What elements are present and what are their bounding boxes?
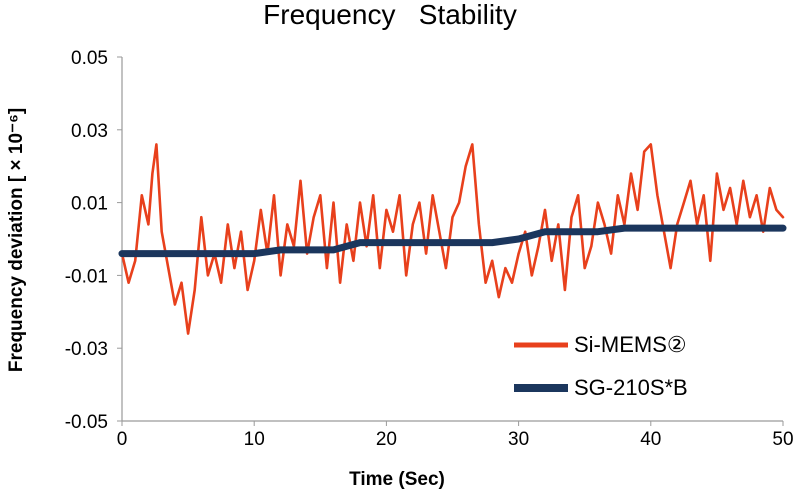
x-axis-title: Time (Sec) [349, 469, 445, 490]
x-tick-label: 30 [508, 429, 529, 450]
y-tick-label: 0.01 [71, 194, 108, 215]
x-tick-label: 40 [640, 429, 661, 450]
legend: Si-MEMS② SG-210S*B [514, 332, 688, 400]
y-tick-label: -0.03 [65, 339, 108, 360]
y-tick-label: -0.05 [65, 412, 108, 433]
series-line-si-mems [120, 143, 785, 335]
y-tick-label: 0.05 [71, 48, 108, 69]
y-axis-title: Frequency deviation [ × 10⁻⁶] [6, 108, 27, 372]
x-tick-label: 0 [117, 429, 128, 450]
series-line-sg-210s [118, 224, 787, 258]
x-tick-label: 20 [376, 429, 397, 450]
plot-area [118, 57, 787, 422]
chart-title: Frequency Stability [263, 0, 517, 30]
legend-label-si-mems: Si-MEMS② [574, 332, 687, 357]
y-tick-label: -0.01 [65, 266, 108, 287]
x-tick-label: 50 [772, 429, 793, 450]
y-axis-ticks: 0.05 0.03 0.01 -0.01 -0.03 -0.05 [65, 48, 122, 433]
y-tick-label: 0.03 [71, 121, 108, 142]
x-axis-ticks: 0 10 20 30 40 50 [117, 421, 794, 450]
legend-label-sg-210s: SG-210S*B [574, 375, 688, 400]
x-tick-label: 10 [244, 429, 265, 450]
